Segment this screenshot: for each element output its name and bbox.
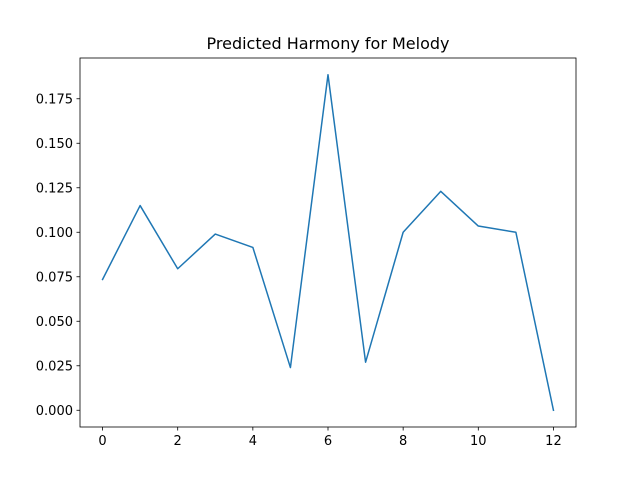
x-tick-label: 4 [249,434,257,449]
plot-area: 0 2 4 6 8 10 12 0.000 0.025 0.050 0.075 0.100 0.125 0… [36,57,577,449]
y-tick-label: 0.025 [36,359,73,374]
series-line [101,73,555,412]
y-tick-label: 0.125 [36,181,73,196]
x-tick-label: 8 [399,434,407,449]
y-tick-label: 0.075 [36,270,73,285]
y-tick-label: 0.175 [36,92,73,107]
x-tick-label: 0 [98,434,106,449]
x-tick-label: 2 [174,434,182,449]
y-tick-label: 0.000 [36,404,73,419]
x-tick-label: 6 [324,434,332,449]
y-tick-label: 0.050 [36,315,73,330]
x-tick-label: 10 [470,434,487,449]
y-tick-label: 0.150 [36,137,73,152]
y-tick-label: 0.100 [36,226,73,241]
x-tick-label: 12 [545,434,562,449]
chart-title: Predicted Harmony for Melody [207,34,450,53]
